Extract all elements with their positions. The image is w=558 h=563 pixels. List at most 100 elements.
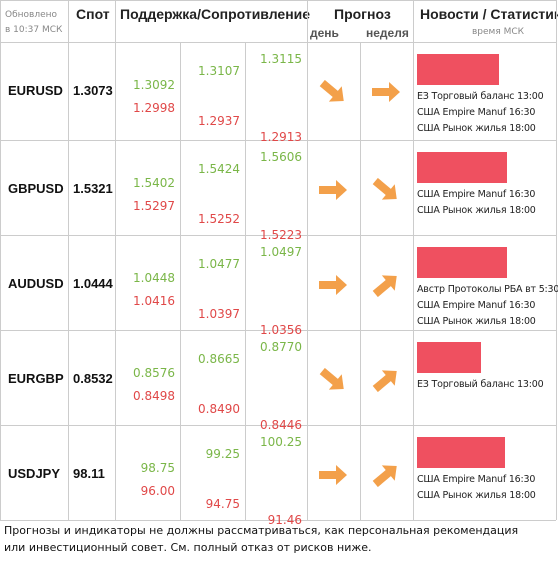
updated-line: в 10:37 МСК — [5, 25, 63, 35]
footer: Прогнозы и индикаторы не должны рассматр… — [4, 524, 519, 554]
row-border — [0, 330, 556, 331]
impact-bar — [417, 54, 499, 85]
pair: GBPUSD — [8, 181, 64, 196]
spot-header: Спот — [76, 6, 110, 22]
col-border — [413, 0, 414, 520]
news-item: США Рынок жилья 18:00 — [417, 316, 536, 327]
impact-bar — [417, 342, 481, 373]
arrow-icon — [319, 367, 344, 390]
spot: 1.0444 — [73, 276, 113, 291]
pair: EURGBP — [8, 371, 64, 386]
support: 0.8446 — [260, 418, 302, 432]
resistance: 1.5606 — [260, 150, 302, 164]
arrow-icon — [372, 177, 397, 200]
resistance: 1.5402 — [133, 176, 175, 190]
resistance: 0.8665 — [198, 352, 240, 366]
week-arrow — [369, 177, 403, 206]
resistance: 98.75 — [140, 461, 175, 475]
support: 1.0416 — [133, 294, 175, 308]
arrow-icon — [319, 180, 347, 200]
support: 1.2998 — [133, 101, 175, 115]
resistance: 1.3107 — [198, 64, 240, 78]
news-item: США Рынок жилья 18:00 — [417, 123, 536, 134]
news-item: ЕЗ Торговый баланс 13:00 — [417, 379, 544, 390]
col-border — [68, 0, 69, 520]
impact-bar — [417, 437, 505, 468]
border — [0, 520, 556, 521]
support: 0.8498 — [133, 389, 175, 403]
col-border — [180, 42, 181, 520]
resistance: 99.25 — [205, 447, 240, 461]
spot: 0.8532 — [73, 371, 113, 386]
day-arrow — [316, 178, 350, 206]
week-arrow — [369, 273, 403, 301]
arrow-icon — [319, 465, 347, 485]
resistance: 1.3115 — [260, 52, 302, 66]
updated: Обновлено в 10:37 МСК — [5, 8, 62, 38]
support: 91.46 — [267, 513, 302, 527]
pair: AUDUSD — [8, 276, 64, 291]
support: 1.2913 — [260, 130, 302, 144]
col-border — [556, 0, 557, 520]
arrow-icon — [372, 465, 397, 488]
support: 1.0397 — [198, 307, 240, 321]
day-arrow — [316, 463, 350, 491]
support: 1.5252 — [198, 212, 240, 226]
row-border — [0, 235, 556, 236]
news-item: США Empire Manuf 16:30 — [417, 189, 536, 200]
arrow-icon — [319, 275, 347, 295]
resistance: 0.8770 — [260, 340, 302, 354]
week-arrow — [369, 463, 403, 491]
resistance: 1.5424 — [198, 162, 240, 176]
resistance: 1.3092 — [133, 78, 175, 92]
col-border — [245, 42, 246, 520]
arrow-icon — [319, 79, 344, 102]
news-item: США Рынок жилья 18:00 — [417, 205, 536, 216]
forecast-header: Прогноз — [334, 6, 391, 22]
day-header: день — [310, 26, 339, 40]
news-item: США Empire Manuf 16:30 — [417, 300, 536, 311]
col-border — [0, 0, 1, 520]
support: 94.75 — [205, 497, 240, 511]
col-border — [307, 0, 308, 520]
news-item: США Empire Manuf 16:30 — [417, 474, 536, 485]
resistance: 1.0497 — [260, 245, 302, 259]
spot: 1.5321 — [73, 181, 113, 196]
week-header: неделя — [366, 26, 409, 40]
row-border — [0, 425, 556, 426]
day-arrow — [316, 273, 350, 301]
day-arrow — [316, 79, 350, 108]
support: 1.5297 — [133, 199, 175, 213]
resistance: 0.8576 — [133, 366, 175, 380]
support: 1.2937 — [198, 114, 240, 128]
pair: USDJPY — [8, 466, 61, 481]
news-item: США Empire Manuf 16:30 — [417, 107, 536, 118]
spot: 1.3073 — [73, 83, 113, 98]
news-header: Новости / Статистика — [420, 6, 558, 22]
col-border — [360, 42, 361, 520]
resistance: 1.0477 — [198, 257, 240, 271]
row-border — [0, 42, 556, 43]
resistance: 1.0448 — [133, 271, 175, 285]
levels-header: Поддержка/Сопротивление — [120, 6, 311, 22]
row-border — [0, 140, 556, 141]
news-item: ЕЗ Торговый баланс 13:00 — [417, 91, 544, 102]
col-border — [115, 0, 116, 520]
support: 0.8490 — [198, 402, 240, 416]
pair: EURUSD — [8, 83, 63, 98]
spot: 98.11 — [73, 466, 105, 481]
impact-bar — [417, 247, 507, 278]
arrow-icon — [372, 370, 397, 393]
updated-line: Обновлено — [5, 10, 58, 20]
news-time-header: время МСК — [472, 27, 525, 37]
arrow-icon — [372, 82, 400, 102]
week-arrow — [369, 80, 403, 108]
border — [0, 0, 556, 1]
news-item: США Рынок жилья 18:00 — [417, 490, 536, 501]
news-item: Австр Протоколы РБА вт 5:30 — [417, 284, 558, 295]
support: 96.00 — [140, 484, 175, 498]
week-arrow — [369, 368, 403, 396]
support: 1.5223 — [260, 228, 302, 242]
impact-bar — [417, 152, 507, 183]
